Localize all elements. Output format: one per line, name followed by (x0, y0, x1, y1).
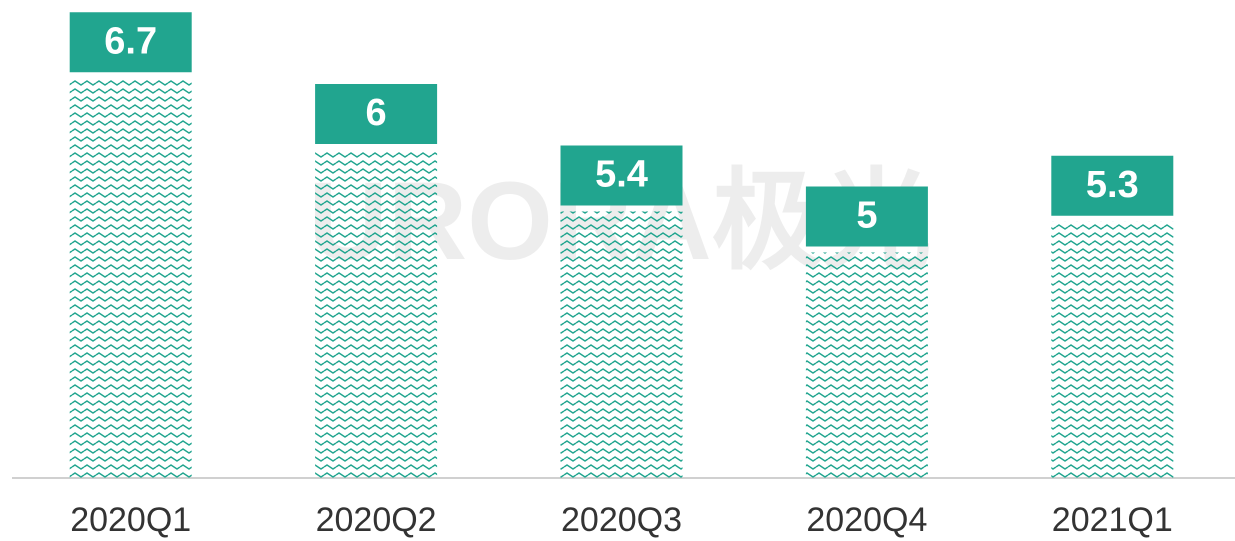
x-tick-label: 2020Q1 (70, 501, 191, 539)
bar (315, 150, 438, 478)
value-label-box (560, 145, 683, 206)
bar (1051, 221, 1174, 478)
x-tick-label: 2020Q3 (561, 501, 682, 539)
bar (805, 252, 928, 478)
x-tick-label: 2021Q1 (1052, 501, 1173, 539)
value-label-box (1051, 155, 1174, 216)
value-label-box (69, 12, 192, 73)
value-label-box (315, 84, 438, 144)
bar (69, 78, 192, 478)
value-label: 5.3 (1086, 164, 1139, 206)
bar (560, 211, 683, 478)
value-label-box (805, 186, 928, 247)
value-label: 6.7 (104, 20, 157, 62)
value-label: 6 (366, 92, 387, 134)
x-tick-label: 2020Q4 (806, 501, 927, 539)
x-tick-label: 2020Q2 (316, 501, 437, 539)
value-label: 5.4 (595, 154, 648, 196)
value-label: 5 (856, 195, 877, 237)
